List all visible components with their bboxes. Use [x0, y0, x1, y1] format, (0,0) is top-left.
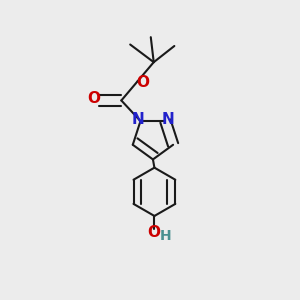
Text: O: O	[136, 75, 149, 90]
Text: O: O	[87, 92, 100, 106]
Text: N: N	[131, 112, 144, 127]
Text: N: N	[162, 112, 175, 127]
Text: H: H	[160, 229, 171, 243]
Text: O: O	[147, 225, 160, 240]
